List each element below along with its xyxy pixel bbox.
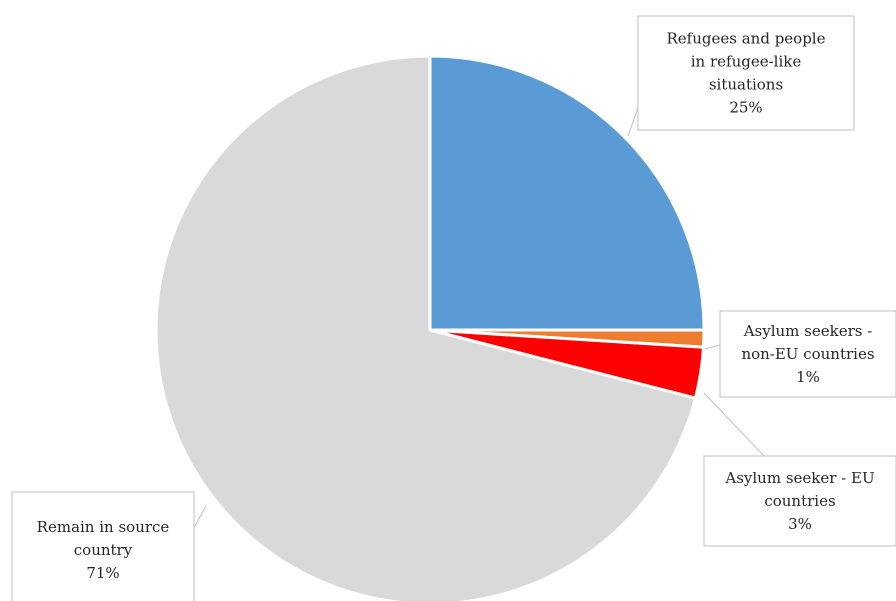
slice-value-label: 3% <box>788 515 812 533</box>
slice-value-label: 71% <box>86 564 119 582</box>
slice-category-label: non-EU countries <box>741 345 874 363</box>
slice-category-label: situations <box>709 76 783 94</box>
data-label-0: Refugees and people in refugee-like situat… <box>627 15 855 137</box>
slice-value-label: 1% <box>796 368 820 386</box>
pie-slice-3 <box>154 54 698 601</box>
leader-line <box>704 344 721 350</box>
data-labels: Refugees and people in refugee-like situat… <box>11 15 896 601</box>
slice-category-label: countries <box>764 492 835 510</box>
pie-slices <box>154 54 706 601</box>
slice-category-label: Refugees and people <box>667 30 826 48</box>
slice-value-label: 25% <box>729 99 762 117</box>
callout-box <box>637 15 855 131</box>
pie-slice-0 <box>428 54 706 332</box>
leader-line <box>703 392 765 457</box>
data-label-1: Asylum seekers - non-EU countries 1% <box>704 310 896 398</box>
slice-category-label: country <box>74 541 133 559</box>
slice-category-label: Remain in source <box>37 518 170 536</box>
callout-box <box>703 455 896 547</box>
data-label-3: Remain in source country 71% <box>11 491 207 601</box>
callout-box <box>11 491 195 601</box>
slice-category-label: Asylum seeker - EU <box>724 469 874 487</box>
slice-category-label: Asylum seekers - <box>743 322 873 340</box>
slice-category-label: in refugee-like <box>691 53 802 71</box>
data-label-2: Asylum seeker - EU countries 3% <box>703 392 896 547</box>
leader-line <box>627 107 639 137</box>
callout-box <box>719 310 896 398</box>
leader-line <box>193 505 207 529</box>
